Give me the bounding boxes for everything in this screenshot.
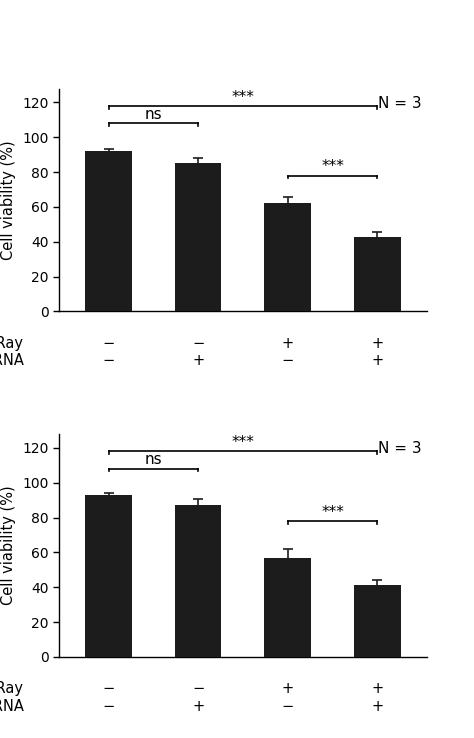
Y-axis label: HCT116
Cell viability (%): HCT116 Cell viability (%) — [0, 486, 16, 605]
Text: +: + — [192, 354, 204, 368]
Text: +: + — [282, 336, 294, 351]
Bar — [264, 204, 311, 311]
Text: ***: *** — [231, 435, 255, 450]
Bar — [264, 558, 311, 657]
Bar — [354, 237, 401, 311]
Text: −: − — [102, 336, 115, 351]
Text: +: + — [371, 336, 383, 351]
Text: −: − — [102, 354, 115, 368]
Text: +: + — [282, 681, 294, 696]
Text: +: + — [371, 354, 383, 368]
Text: +: + — [192, 699, 204, 714]
Text: ns: ns — [145, 452, 162, 467]
Text: −: − — [102, 699, 115, 714]
Text: ***: *** — [231, 89, 255, 105]
Bar — [175, 506, 221, 657]
Text: −: − — [282, 699, 294, 714]
Text: N = 3: N = 3 — [379, 95, 422, 111]
Text: ***: *** — [321, 505, 344, 520]
Bar — [354, 585, 401, 657]
Text: −: − — [102, 681, 115, 696]
Bar — [85, 151, 132, 311]
Text: Parkin siRNA: Parkin siRNA — [0, 354, 23, 368]
Text: +: + — [371, 699, 383, 714]
Text: ns: ns — [145, 107, 162, 122]
Text: −: − — [192, 681, 204, 696]
Text: N = 3: N = 3 — [379, 441, 422, 456]
Text: −: − — [192, 336, 204, 351]
Y-axis label: MCF-7
Cell viability (%): MCF-7 Cell viability (%) — [0, 140, 16, 260]
Text: X-Ray: X-Ray — [0, 336, 23, 351]
Text: ***: *** — [321, 159, 344, 174]
Text: +: + — [371, 681, 383, 696]
Text: −: − — [282, 354, 294, 368]
Text: X-Ray: X-Ray — [0, 681, 23, 696]
Bar — [175, 163, 221, 311]
Text: Parkin siRNA: Parkin siRNA — [0, 699, 23, 714]
Bar — [85, 495, 132, 657]
